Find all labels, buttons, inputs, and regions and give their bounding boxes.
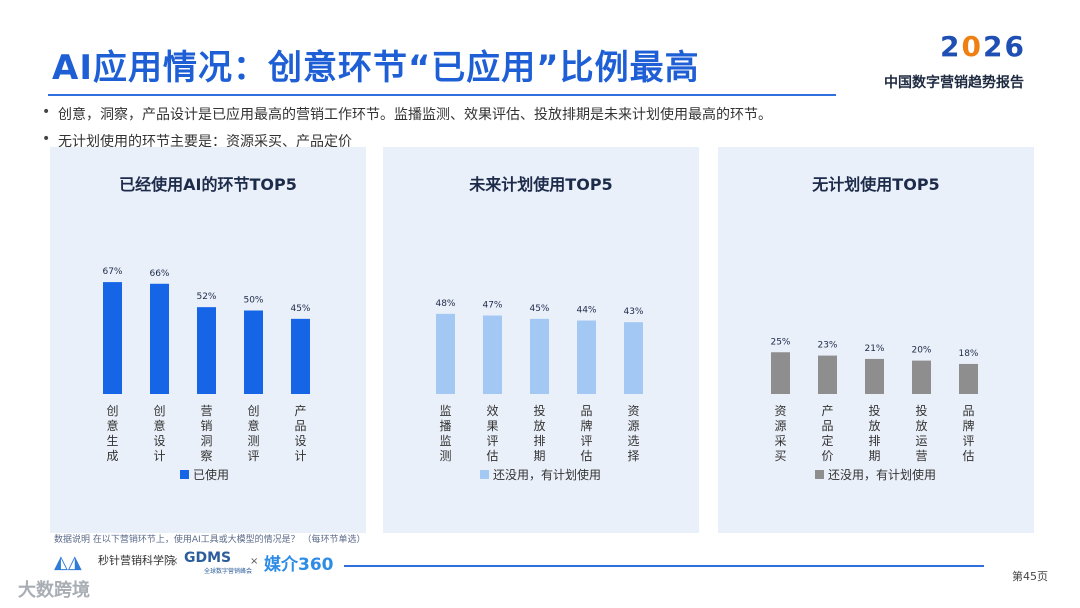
brand-miaozhen: 秒针营销科学院 xyxy=(98,554,175,567)
category-label: 产品设计 xyxy=(294,404,306,463)
bar xyxy=(771,352,790,394)
data-label: 44% xyxy=(576,306,596,316)
category-label: 监播监测 xyxy=(439,404,451,463)
legend-swatch xyxy=(180,470,189,479)
bar xyxy=(624,322,643,394)
brand-separator: × xyxy=(170,556,179,567)
bar xyxy=(244,310,263,394)
bar xyxy=(483,315,502,394)
chart-panel-used: 已经使用AI的环节TOP5 67% 创意生成 66% 创意设计 52% 营销洞察 50% 创意… xyxy=(50,147,366,533)
title-underline xyxy=(48,94,836,96)
category-label: 产品定价 xyxy=(821,404,833,463)
brand-gdms-subtitle: 全球数字营销峰会 xyxy=(204,568,253,575)
data-label: 43% xyxy=(623,307,643,317)
data-label: 20% xyxy=(911,346,931,356)
legend-swatch xyxy=(480,470,489,479)
category-label: 品牌评估 xyxy=(962,404,974,463)
data-label: 67% xyxy=(102,267,122,277)
footer-rule xyxy=(344,565,984,567)
bar xyxy=(150,283,169,394)
page-number: 第45页 xyxy=(1012,570,1048,583)
bar xyxy=(436,313,455,394)
chart-title: 已经使用AI的环节TOP5 xyxy=(119,175,297,194)
data-label: 45% xyxy=(290,304,310,314)
category-label: 投放运营 xyxy=(915,403,927,463)
bar xyxy=(577,320,596,394)
data-label: 66% xyxy=(149,269,169,279)
page-title: AI应用情况：创意环节“已应用”比例最高 xyxy=(52,48,700,88)
bar xyxy=(103,282,122,394)
category-label: 营销洞察 xyxy=(200,404,212,463)
data-label: 45% xyxy=(529,304,549,314)
chart-panel-none: 无计划使用TOP5 25% 资源采买 23% 产品定价 21% 投放排期 20% 投放运营 18… xyxy=(718,147,1034,533)
bar xyxy=(291,318,310,394)
bar xyxy=(865,358,884,394)
data-label: 48% xyxy=(435,299,455,309)
category-label: 效果评估 xyxy=(486,403,498,463)
category-label: 创意测评 xyxy=(247,404,259,463)
data-label: 18% xyxy=(958,349,978,359)
bullet-point-2: 无计划使用的环节主要是：资源采买、产品定价 xyxy=(42,131,352,151)
category-label: 资源采买 xyxy=(774,404,786,463)
data-label: 47% xyxy=(482,301,502,311)
chart-planned-svg: 48% 监播监测 47% 效果评估 45% 投放排期 44% 品牌评估 43% 资源选择还没用，有… xyxy=(435,299,643,482)
category-label: 品牌评估 xyxy=(580,404,592,463)
data-note: 数据说明 在以下营销环节上，使用AI工具或大模型的情况是？ （每环节单选） xyxy=(54,535,366,545)
chart-panel-planned: 未来计划使用TOP5 48% 监播监测 47% 效果评估 45% 投放排期 44% 品牌评估 4… xyxy=(383,147,699,533)
bullet-point-1: 创意，洞察，产品设计是已应用最高的营销工作环节。监播监测、效果评估、投放排期是未… xyxy=(42,104,772,124)
category-label: 资源选择 xyxy=(627,404,639,463)
category-label: 创意生成 xyxy=(106,404,118,463)
legend-swatch xyxy=(815,470,824,479)
data-label: 21% xyxy=(864,344,884,354)
bar xyxy=(530,318,549,394)
chart-title: 未来计划使用TOP5 xyxy=(469,175,613,194)
data-label: 52% xyxy=(196,292,216,302)
data-label: 25% xyxy=(770,337,790,347)
brand-separator: × xyxy=(250,556,259,567)
bar xyxy=(818,355,837,394)
bar xyxy=(959,363,978,394)
legend-label: 还没用，有计划使用 xyxy=(828,467,936,482)
bar xyxy=(197,307,216,394)
category-label: 投放排期 xyxy=(533,403,545,463)
brand-gdms: GDMS xyxy=(184,550,232,566)
watermark: 大数跨境 xyxy=(18,580,90,601)
data-label: 50% xyxy=(243,296,263,306)
legend-label: 还没用，有计划使用 xyxy=(493,467,601,482)
bar xyxy=(912,360,931,394)
data-label: 23% xyxy=(817,341,837,351)
category-label: 创意设计 xyxy=(153,404,165,463)
report-year-logo: 2026 xyxy=(940,30,1026,63)
miaozhen-logo-icon: ◭◮ xyxy=(54,552,82,573)
report-name: 中国数字营销趋势报告 xyxy=(884,75,1024,91)
chart-title: 无计划使用TOP5 xyxy=(812,175,940,194)
category-label: 投放排期 xyxy=(868,403,880,463)
legend-label: 已使用 xyxy=(193,467,229,482)
brand-meijie360: 媒介360 xyxy=(264,555,334,575)
chart-none-svg: 25% 资源采买 23% 产品定价 21% 投放排期 20% 投放运营 18% 品牌评估还没用，有… xyxy=(770,337,978,482)
